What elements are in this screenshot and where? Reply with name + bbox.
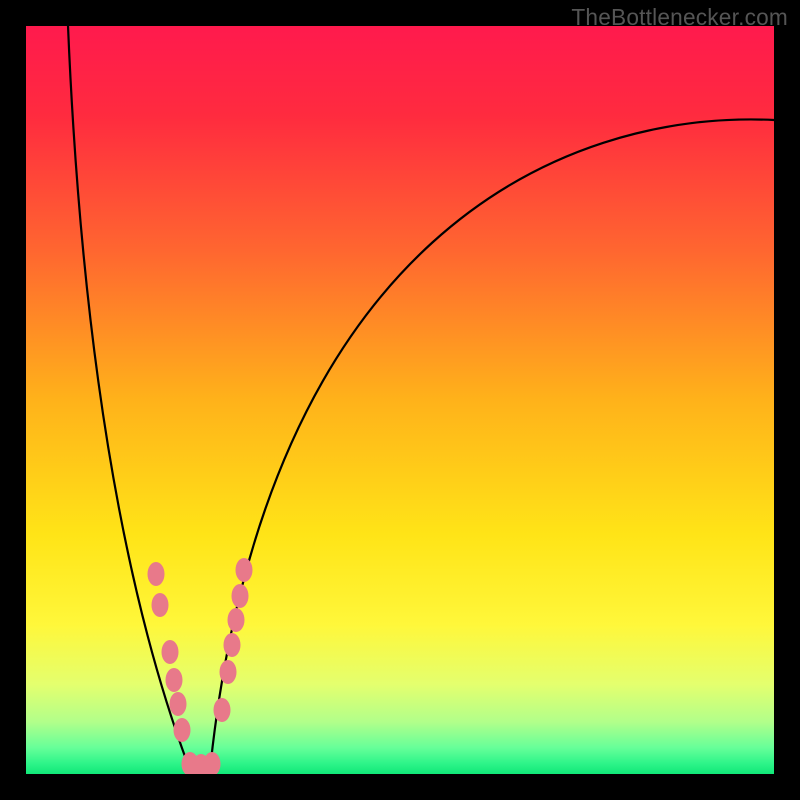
data-marker [162,640,179,664]
data-marker [174,718,191,742]
data-marker [166,668,183,692]
data-marker [148,562,165,586]
gradient-background [26,26,774,774]
data-marker [228,608,245,632]
data-marker [224,633,241,657]
data-marker [170,692,187,716]
data-marker [236,558,253,582]
data-marker [204,752,221,776]
data-marker [220,660,237,684]
chart-svg [0,0,800,800]
data-marker [152,593,169,617]
data-marker [232,584,249,608]
watermark-text: TheBottlenecker.com [571,4,788,31]
data-marker [214,698,231,722]
chart-stage: TheBottlenecker.com [0,0,800,800]
